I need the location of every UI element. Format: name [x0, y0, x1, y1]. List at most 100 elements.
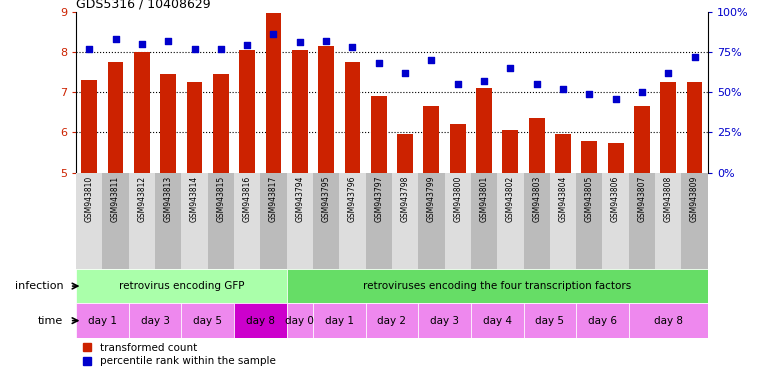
Point — [373, 60, 385, 66]
Bar — [371, 96, 387, 173]
Text: day 8: day 8 — [246, 316, 275, 326]
Bar — [655, 173, 681, 269]
Text: GDS5316 / 10408629: GDS5316 / 10408629 — [76, 0, 211, 10]
Point — [135, 41, 148, 47]
Bar — [186, 82, 202, 173]
Text: GSM943817: GSM943817 — [269, 176, 278, 222]
Bar — [318, 46, 334, 173]
Legend: transformed count, percentile rank within the sample: transformed count, percentile rank withi… — [81, 343, 276, 366]
Bar — [497, 173, 524, 269]
Bar — [134, 52, 150, 173]
Bar — [686, 82, 702, 173]
Bar — [76, 173, 103, 269]
Text: GSM943801: GSM943801 — [479, 176, 489, 222]
Text: GSM943798: GSM943798 — [400, 176, 409, 222]
Bar — [634, 106, 650, 173]
Bar — [287, 173, 313, 269]
Text: day 1: day 1 — [88, 316, 117, 326]
Text: infection: infection — [15, 281, 63, 291]
Bar — [181, 303, 234, 338]
Bar — [339, 173, 365, 269]
Text: GSM943807: GSM943807 — [638, 176, 646, 222]
Text: GSM943797: GSM943797 — [374, 176, 384, 222]
Text: GSM943806: GSM943806 — [611, 176, 620, 222]
Point — [110, 36, 122, 42]
Bar — [681, 173, 708, 269]
Bar — [471, 303, 524, 338]
Text: GSM943815: GSM943815 — [216, 176, 225, 222]
Text: GSM943811: GSM943811 — [111, 176, 120, 222]
Text: day 3: day 3 — [141, 316, 170, 326]
Bar — [581, 141, 597, 173]
Text: GSM943804: GSM943804 — [559, 176, 568, 222]
Text: day 8: day 8 — [654, 316, 683, 326]
Bar — [155, 173, 181, 269]
Point — [557, 86, 569, 92]
Bar — [181, 173, 208, 269]
Point — [478, 78, 490, 84]
Bar — [529, 118, 545, 173]
Bar — [450, 124, 466, 173]
Point — [399, 70, 411, 76]
Bar — [292, 50, 307, 173]
Text: day 3: day 3 — [430, 316, 459, 326]
Text: GSM943813: GSM943813 — [164, 176, 173, 222]
Bar — [129, 303, 181, 338]
Point — [320, 38, 333, 44]
Bar — [471, 173, 497, 269]
Bar — [266, 13, 282, 173]
Bar — [502, 131, 518, 173]
Text: day 6: day 6 — [588, 316, 617, 326]
Bar — [260, 173, 287, 269]
Point — [241, 42, 253, 48]
Bar — [444, 173, 471, 269]
Bar — [313, 173, 339, 269]
Bar — [129, 173, 155, 269]
Bar — [576, 173, 603, 269]
Point — [346, 44, 358, 50]
Text: GSM943814: GSM943814 — [190, 176, 199, 222]
Point — [83, 46, 95, 52]
Text: GSM943812: GSM943812 — [138, 176, 146, 222]
Point — [425, 57, 438, 63]
Text: GSM943810: GSM943810 — [84, 176, 94, 222]
Bar — [419, 303, 471, 338]
Bar — [213, 74, 229, 173]
Text: day 1: day 1 — [325, 316, 354, 326]
Bar — [313, 303, 365, 338]
Bar — [365, 173, 392, 269]
Text: GSM943809: GSM943809 — [690, 176, 699, 222]
Text: day 4: day 4 — [482, 316, 511, 326]
Point — [530, 81, 543, 87]
Bar — [608, 142, 623, 173]
Text: GSM943794: GSM943794 — [295, 176, 304, 222]
Bar — [423, 106, 439, 173]
Text: day 5: day 5 — [193, 316, 222, 326]
Bar — [549, 173, 576, 269]
Bar — [661, 82, 676, 173]
Bar — [208, 173, 234, 269]
Bar — [603, 173, 629, 269]
Point — [610, 96, 622, 102]
Text: retroviruses encoding the four transcription factors: retroviruses encoding the four transcrip… — [363, 281, 632, 291]
Bar — [524, 303, 576, 338]
Bar — [629, 303, 708, 338]
Text: GSM943808: GSM943808 — [664, 176, 673, 222]
Point — [267, 31, 279, 37]
Bar — [345, 62, 361, 173]
Text: GSM943802: GSM943802 — [506, 176, 515, 222]
Text: GSM943796: GSM943796 — [348, 176, 357, 222]
Text: GSM943805: GSM943805 — [584, 176, 594, 222]
Text: GSM943816: GSM943816 — [243, 176, 252, 222]
Bar — [287, 303, 313, 338]
Text: GSM943795: GSM943795 — [322, 176, 330, 222]
Text: GSM943799: GSM943799 — [427, 176, 436, 222]
Point — [505, 65, 517, 71]
Bar — [161, 74, 176, 173]
Point — [662, 70, 674, 76]
Point — [162, 38, 174, 44]
Bar — [234, 173, 260, 269]
Text: retrovirus encoding GFP: retrovirus encoding GFP — [119, 281, 244, 291]
Bar — [81, 80, 97, 173]
Text: day 0: day 0 — [285, 316, 314, 326]
